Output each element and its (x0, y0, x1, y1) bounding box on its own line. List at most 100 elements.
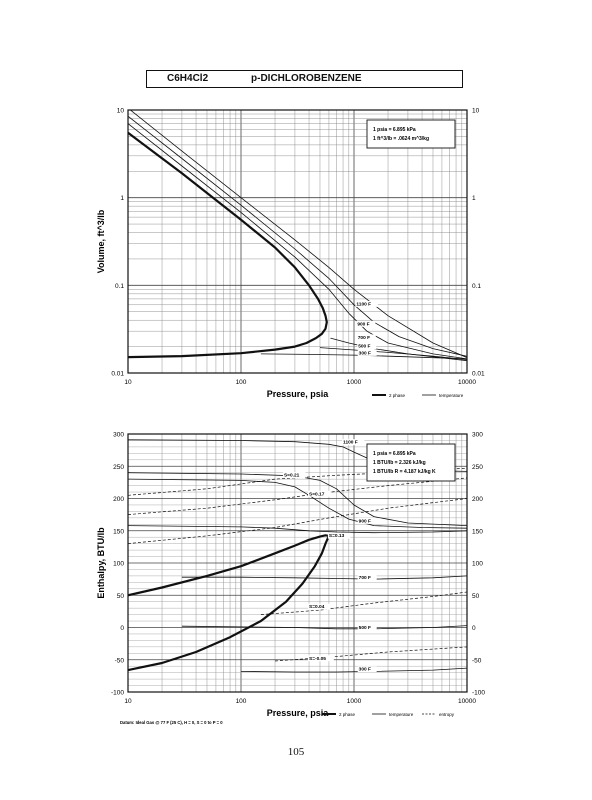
c2-curve-label-bg (308, 490, 331, 497)
c2-y-tick-label-right: 50 (472, 593, 480, 600)
c2-entropy-line (128, 498, 467, 544)
c1-legend-entry: 2 phase (389, 393, 406, 398)
c2-conversion-text: 1 BTU/lb R = 4.187 kJ/kg K (373, 469, 436, 475)
c1-y-tick-label-right: 0.1 (472, 283, 481, 290)
c1-curve-label-bg (357, 349, 377, 356)
chart-title-box: C6H4Cl2 p-DICHLOROBENZENE (146, 70, 463, 88)
c2-temperature-line (128, 525, 467, 534)
c1-y-tick-label-right: 0.01 (472, 371, 485, 378)
c2-two-phase-dome (128, 534, 330, 672)
c2-entropy-line (128, 477, 467, 515)
c2-temperature-line (128, 478, 467, 529)
c2-y-tick-label: 200 (113, 496, 124, 503)
c2-temperature-line (181, 575, 467, 580)
c2-curve-label-bg (342, 439, 365, 446)
c2-legend-entry: temperature (389, 712, 414, 717)
page-number: 105 (287, 746, 305, 758)
c2-y-tick-label: 100 (113, 561, 124, 568)
c2-y-tick-label: 150 (113, 528, 124, 535)
c2-legend-entry: entropy (439, 712, 455, 717)
c2-curve-label-bg (282, 472, 306, 479)
c1-temperature-line (129, 110, 467, 358)
chemical-name: p-DICHLOROBENZENE (251, 73, 362, 84)
c1-conversion-text: 1 psia = 6.895 kPa (373, 127, 416, 133)
c1-conversion-box (366, 119, 456, 149)
c2-footnote: Datum: Ideal Gas @ 77 F (25 C), H = 0, S… (120, 720, 223, 725)
c1-curve-label: 700 F (358, 335, 370, 341)
c2-curve-label-bg (308, 603, 331, 610)
c2-curve-label: S=0.21 (284, 473, 300, 479)
c2-y-tick-label-right: 250 (472, 464, 483, 471)
c2-y-tick-label-right: 100 (472, 561, 483, 568)
c1-curve-label-bg (356, 334, 376, 341)
c2-curve-label: 1100 F (343, 440, 358, 446)
c2-plot-frame (127, 433, 468, 693)
c2-y-tick-label: -100 (111, 690, 124, 697)
c2-temperature-line (181, 625, 467, 630)
c1-y-tick-label: 0.01 (111, 371, 124, 378)
c2-conversion-box (366, 443, 456, 482)
c2-temperature-line (128, 472, 467, 526)
c2-curve-label-bg (327, 532, 351, 539)
c1-curve-label: 300 F (359, 350, 371, 356)
c2-curve-label-bg (357, 517, 377, 524)
c1-y-tick-label: 0.1 (115, 283, 124, 290)
c2-curve-label-bg (308, 655, 334, 662)
c2-y-tick-label-right: 0 (472, 625, 476, 632)
c2-curve-label: S=0.13 (329, 533, 345, 539)
c2-curve-label: 500 F (359, 625, 371, 631)
c2-y-tick-label-right: 200 (472, 496, 483, 503)
c2-curve-label: S=0.04 (309, 604, 325, 610)
c2-x-tick-label: 1000 (347, 698, 362, 705)
c2-curve-label: 700 F (359, 575, 371, 581)
c2-curve-label-bg (357, 624, 377, 631)
c1-y-tick-label: 1 (120, 195, 124, 202)
c1-y-tick-label-right: 10 (472, 108, 480, 115)
c2-x-axis-label: Pressure, psia (267, 708, 330, 718)
c2-curve-label: 900 F (359, 518, 371, 524)
c1-x-tick-label: 100 (236, 379, 247, 386)
c1-plot-frame (127, 109, 468, 374)
c2-x-tick-label: 10 (124, 698, 132, 705)
c1-curve-label-bg (355, 300, 378, 307)
c1-x-tick-label: 1000 (347, 379, 362, 386)
c2-y-axis-label: Enthalpy, BTU/lb (96, 527, 106, 599)
c1-x-axis-label: Pressure, psia (267, 389, 330, 399)
chemical-formula: C6H4Cl2 (167, 73, 209, 84)
c2-conversion-text: 1 psia = 6.895 kPa (373, 451, 416, 457)
c2-curve-label-bg (357, 574, 377, 581)
c1-legend-entry: temperature (439, 393, 464, 398)
c1-temperature-line (319, 347, 467, 360)
c2-temperature-line (240, 667, 467, 673)
c1-curve-label: 1100 F (356, 301, 371, 307)
c1-y-tick-label: 10 (117, 108, 125, 115)
c1-two-phase-dome (128, 131, 328, 359)
c2-x-tick-label: 100 (236, 698, 247, 705)
c1-curve-label-bg (357, 343, 377, 350)
c2-y-tick-label: 50 (117, 593, 125, 600)
c2-y-tick-label-right: 300 (472, 432, 483, 439)
c2-entropy-line (274, 646, 467, 662)
c2-y-tick-label-right: -100 (472, 690, 485, 697)
c2-y-tick-label-right: 150 (472, 528, 483, 535)
c1-temperature-line (128, 115, 467, 357)
c2-y-tick-label: 250 (113, 464, 124, 471)
c1-curve-label: 500 F (358, 344, 370, 350)
c2-y-tick-label: 300 (113, 432, 124, 439)
c1-y-tick-label-right: 1 (472, 195, 476, 202)
c2-curve-label: S=0.17 (309, 491, 325, 497)
c1-temperature-line (260, 353, 467, 360)
c1-conversion-text: 1 ft^3/lb = .0624 m^3/kg (373, 136, 429, 142)
c2-y-tick-label: -50 (115, 657, 125, 664)
c2-curve-label: 300 F (359, 667, 371, 673)
c1-curve-label: 900 F (357, 321, 369, 327)
c2-curve-label: S=-0.05 (309, 656, 326, 662)
c2-legend-entry: 2 phase (339, 712, 356, 717)
c1-x-tick-label: 10 (124, 379, 132, 386)
c1-x-tick-label: 10000 (458, 379, 476, 386)
c2-x-tick-label: 10000 (458, 698, 476, 705)
c1-y-axis-label: Volume, ft^3/lb (96, 209, 106, 273)
c2-conversion-text: 1 BTU/lb = 2.326 kJ/kg (373, 460, 426, 466)
